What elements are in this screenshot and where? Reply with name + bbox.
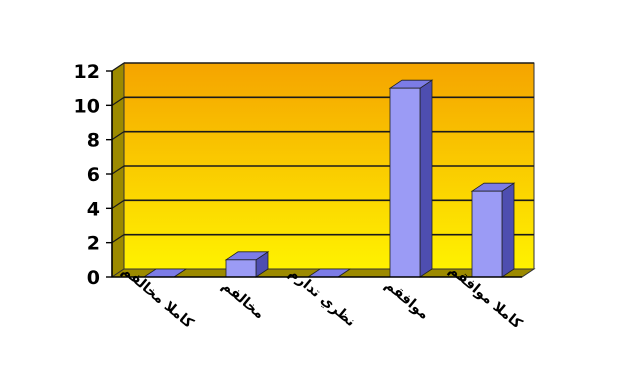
- x-tick-label: موافقم: [382, 277, 432, 323]
- bar-side: [501, 182, 515, 278]
- bar: [388, 79, 434, 278]
- y-tick-label: 4: [87, 198, 100, 220]
- bar: [470, 182, 516, 278]
- y-tick-label: 12: [74, 61, 100, 83]
- y-tick-label: 8: [87, 130, 100, 152]
- y-tick-label: 6: [87, 164, 100, 186]
- gridline-side: [111, 62, 125, 72]
- bar-front: [225, 259, 257, 278]
- gridline-side: [111, 199, 125, 209]
- bar-front: [389, 87, 421, 278]
- y-tick-label: 0: [87, 267, 100, 289]
- bar: [224, 251, 270, 278]
- gridline-side: [111, 234, 125, 244]
- gridline-side: [111, 96, 125, 106]
- bar: [306, 268, 352, 278]
- x-tick-label: مخالفم: [219, 278, 268, 323]
- gridline-side: [111, 131, 125, 141]
- y-tick-label: 10: [74, 95, 100, 117]
- bar-front: [471, 190, 503, 278]
- gridline-side: [111, 165, 125, 175]
- bar-side: [419, 79, 433, 278]
- y-tick-label: 2: [87, 233, 100, 255]
